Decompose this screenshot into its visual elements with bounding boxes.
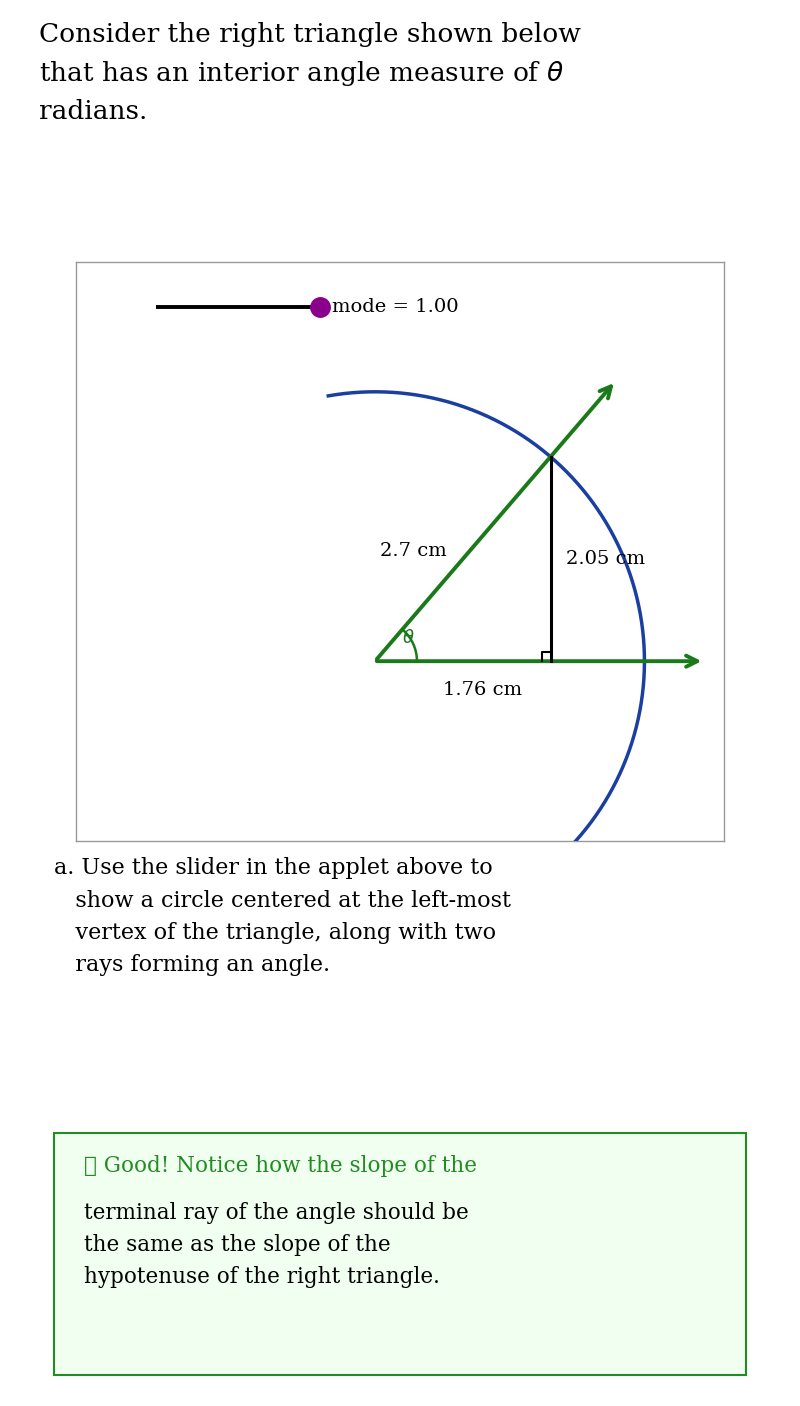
Text: ✔ Good! Notice how the slope of the: ✔ Good! Notice how the slope of the — [84, 1154, 477, 1177]
Text: a. Use the slider in the applet above to
   show a circle centered at the left-m: a. Use the slider in the applet above to… — [54, 858, 511, 976]
Text: $\theta$: $\theta$ — [402, 630, 414, 647]
Text: Consider the right triangle shown below
that has an interior angle measure of $\: Consider the right triangle shown below … — [39, 21, 581, 124]
Text: 1.76 cm: 1.76 cm — [443, 681, 522, 699]
FancyBboxPatch shape — [54, 1133, 746, 1375]
Text: 2.7 cm: 2.7 cm — [379, 541, 446, 560]
Text: mode = 1.00: mode = 1.00 — [332, 298, 458, 316]
Text: 2.05 cm: 2.05 cm — [566, 550, 645, 568]
Text: terminal ray of the angle should be
the same as the slope of the
hypotenuse of t: terminal ray of the angle should be the … — [84, 1202, 469, 1288]
